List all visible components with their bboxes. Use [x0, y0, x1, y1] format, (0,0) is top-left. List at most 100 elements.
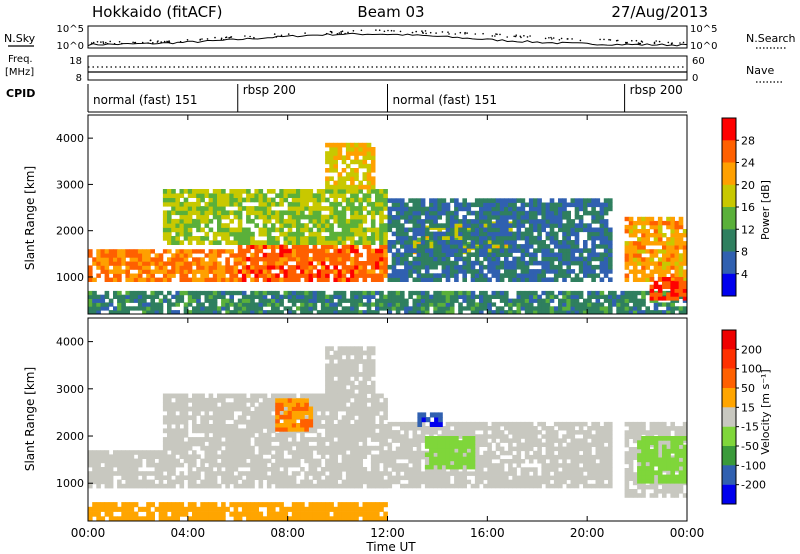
- heatmap-cell: [296, 189, 301, 194]
- heatmap-cell: [479, 298, 484, 303]
- heatmap-cell: [341, 372, 347, 377]
- heatmap-cell: [329, 269, 334, 274]
- heatmap-cell: [370, 227, 376, 233]
- heatmap-cell: [308, 302, 314, 307]
- heatmap-cell: [217, 471, 222, 476]
- heatmap-cell: [246, 432, 251, 438]
- heatmap-cell: [162, 406, 168, 412]
- heatmap-cell: [404, 310, 409, 315]
- heatmap-cell: [441, 244, 447, 249]
- heatmap-cell: [412, 223, 418, 228]
- heatmap-cell: [204, 467, 210, 472]
- heatmap-cell: [491, 260, 497, 266]
- heatmap-cell: [154, 253, 160, 258]
- heatmap-cell: [312, 397, 318, 403]
- heatmap-cell: [312, 302, 318, 307]
- heatmap-cell: [370, 214, 376, 220]
- heatmap-cell: [420, 244, 426, 249]
- heatmap-cell: [508, 252, 513, 257]
- heatmap-cell: [479, 459, 484, 464]
- heatmap-cell: [632, 265, 638, 270]
- heatmap-cell: [258, 201, 264, 207]
- heatmap-cell: [524, 248, 530, 253]
- heatmap-cell: [241, 294, 247, 299]
- heatmap-cell: [537, 219, 542, 224]
- heatmap-cell: [104, 290, 110, 296]
- heatmap-cell: [366, 155, 372, 160]
- heatmap-cell: [632, 224, 638, 230]
- heatmap-cell: [449, 264, 455, 270]
- heatmap-cell: [545, 264, 551, 270]
- heatmap-cell: [271, 462, 276, 468]
- heatmap-cell: [221, 424, 226, 429]
- heatmap-cell: [504, 223, 509, 228]
- heatmap-cell: [470, 202, 476, 208]
- heatmap-cell: [146, 454, 151, 459]
- heatmap-cell: [92, 302, 97, 307]
- heatmap-cell: [383, 411, 388, 416]
- heatmap-cell: [424, 302, 430, 307]
- heatmap-cell: [358, 197, 363, 203]
- heatmap-cell: [528, 256, 534, 262]
- heatmap-cell: [454, 260, 459, 266]
- heatmap-cell: [412, 241, 418, 247]
- heatmap-cell: [491, 227, 497, 233]
- heatmap-cell: [545, 210, 551, 216]
- heatmap-cell: [345, 376, 351, 382]
- heatmap-cell: [370, 363, 376, 369]
- heatmap-cell: [458, 426, 463, 431]
- heatmap-cell: [208, 424, 214, 429]
- heatmap-cell: [187, 249, 193, 254]
- heatmap-cell: [225, 454, 230, 459]
- heatmap-cell: [246, 210, 251, 216]
- heatmap-cell: [350, 350, 355, 356]
- heatmap-cell: [366, 450, 372, 455]
- station-title: Hokkaido (fitACF): [92, 3, 223, 21]
- heatmap-cell: [549, 260, 555, 266]
- heatmap-cell: [570, 248, 576, 253]
- heatmap-cell: [570, 306, 576, 311]
- heatmap-cell: [570, 269, 576, 274]
- heatmap-cell: [104, 253, 110, 258]
- heatmap-cell: [558, 240, 563, 245]
- heatmap-cell: [250, 261, 255, 266]
- heatmap-cell: [608, 206, 613, 212]
- beam-title: Beam 03: [357, 3, 424, 21]
- heatmap-cell: [533, 260, 538, 266]
- heatmap-cell: [196, 475, 201, 480]
- heatmap-cell: [562, 202, 567, 208]
- heatmap-cell: [92, 450, 97, 455]
- heatmap-cell: [358, 385, 363, 390]
- heatmap-cell: [308, 402, 314, 408]
- heatmap-cell: [558, 202, 563, 208]
- heatmap-cell: [296, 458, 301, 464]
- heatmap-cell: [158, 475, 164, 480]
- heatmap-cell: [574, 302, 580, 307]
- heatmap-cell: [408, 479, 413, 485]
- heatmap-cell: [558, 223, 563, 228]
- heatmap-cell: [678, 241, 684, 246]
- heatmap-cell: [196, 467, 201, 472]
- noise-search-point: [671, 42, 673, 44]
- heatmap-cell: [366, 163, 372, 169]
- heatmap-cell: [404, 450, 409, 456]
- heatmap-cell: [508, 202, 513, 208]
- heatmap-cell: [391, 430, 397, 435]
- heatmap-cell: [320, 256, 326, 262]
- heatmap-cell: [266, 290, 272, 296]
- heatmap-cell: [150, 257, 155, 262]
- heatmap-cell: [424, 237, 430, 242]
- heatmap-cell: [379, 290, 384, 296]
- heatmap-cell: [404, 227, 409, 233]
- heatmap-cell: [329, 306, 334, 311]
- noise-search-point: [506, 36, 509, 38]
- heatmap-cell: [196, 240, 201, 245]
- heatmap-cell: [462, 219, 467, 224]
- heatmap-cell: [208, 201, 214, 207]
- heatmap-cell: [400, 294, 405, 299]
- heatmap-cell: [129, 257, 135, 262]
- heatmap-cell: [383, 397, 388, 403]
- heatmap-cell: [275, 423, 280, 428]
- heatmap-cell: [558, 206, 563, 212]
- heatmap-cell: [379, 483, 384, 489]
